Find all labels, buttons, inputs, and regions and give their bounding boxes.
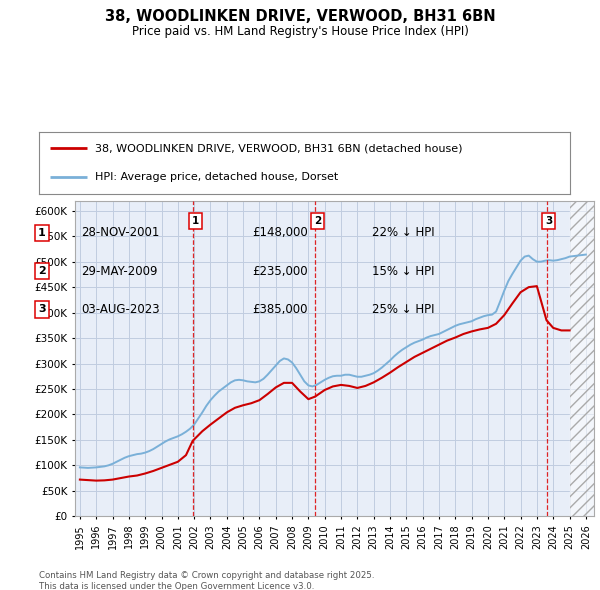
Text: 38, WOODLINKEN DRIVE, VERWOOD, BH31 6BN: 38, WOODLINKEN DRIVE, VERWOOD, BH31 6BN bbox=[104, 9, 496, 24]
Text: 29-MAY-2009: 29-MAY-2009 bbox=[81, 264, 157, 278]
Text: 22% ↓ HPI: 22% ↓ HPI bbox=[372, 226, 434, 240]
Text: 3: 3 bbox=[38, 304, 46, 314]
Text: 2: 2 bbox=[314, 216, 321, 226]
Bar bbox=[569, 201, 594, 516]
Text: 03-AUG-2023: 03-AUG-2023 bbox=[81, 303, 160, 316]
Bar bbox=[569, 201, 594, 516]
Text: Contains HM Land Registry data © Crown copyright and database right 2025.
This d: Contains HM Land Registry data © Crown c… bbox=[39, 571, 374, 590]
Text: Price paid vs. HM Land Registry's House Price Index (HPI): Price paid vs. HM Land Registry's House … bbox=[131, 25, 469, 38]
Text: 15% ↓ HPI: 15% ↓ HPI bbox=[372, 264, 434, 278]
Text: HPI: Average price, detached house, Dorset: HPI: Average price, detached house, Dors… bbox=[95, 172, 338, 182]
Text: £235,000: £235,000 bbox=[252, 264, 308, 278]
Text: 28-NOV-2001: 28-NOV-2001 bbox=[81, 226, 160, 240]
Text: 1: 1 bbox=[191, 216, 199, 226]
Text: £148,000: £148,000 bbox=[252, 226, 308, 240]
Text: 3: 3 bbox=[545, 216, 553, 226]
Text: 38, WOODLINKEN DRIVE, VERWOOD, BH31 6BN (detached house): 38, WOODLINKEN DRIVE, VERWOOD, BH31 6BN … bbox=[95, 143, 462, 153]
Text: 1: 1 bbox=[38, 228, 46, 238]
Text: 25% ↓ HPI: 25% ↓ HPI bbox=[372, 303, 434, 316]
Text: £385,000: £385,000 bbox=[252, 303, 308, 316]
Text: 2: 2 bbox=[38, 266, 46, 276]
